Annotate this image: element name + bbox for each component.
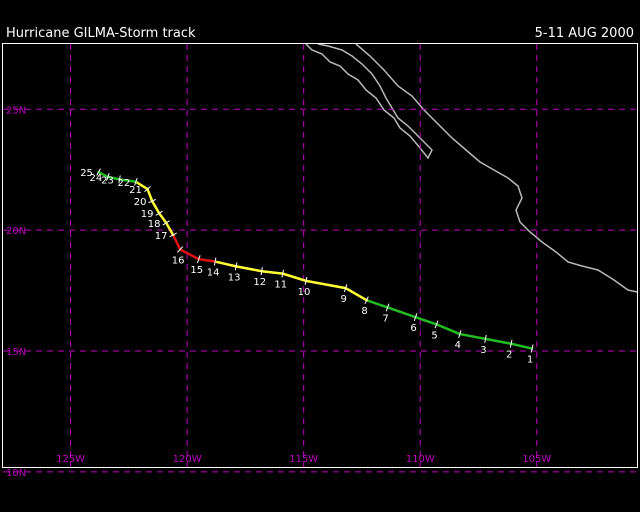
track-point-label-17: 17 (155, 231, 168, 242)
lat-label-25N: 25N (6, 105, 26, 116)
track-point-label-18: 18 (148, 219, 161, 230)
track-point-3 (484, 334, 487, 343)
track-point-label-9: 9 (340, 294, 346, 305)
track-point-15 (197, 255, 201, 264)
track-segment (386, 306, 417, 319)
track-point-14 (213, 257, 217, 266)
lat-lon-grid (3, 44, 637, 473)
track-point-1 (530, 344, 534, 353)
track-point-label-5: 5 (431, 330, 437, 341)
track-point-18 (162, 220, 170, 226)
track-point-4 (458, 330, 462, 339)
track-point-label-21: 21 (129, 185, 142, 196)
lat-label-15N: 15N (6, 347, 26, 358)
track-point-label-7: 7 (382, 313, 388, 324)
track-segment (458, 332, 487, 341)
track-segment (118, 178, 138, 184)
date-range: 5-11 AUG 2000 (534, 26, 634, 41)
lon-label-110W: 110W (406, 454, 435, 465)
track-point-17 (169, 232, 177, 238)
track-segment (134, 180, 149, 191)
track-point-label-12: 12 (253, 277, 266, 288)
track-point-20 (148, 198, 156, 204)
lon-label-120W: 120W (173, 454, 202, 465)
track-segment (281, 272, 308, 283)
track-segment (106, 175, 121, 181)
track-point-label-24: 24 (90, 173, 103, 184)
track-segment (164, 221, 175, 237)
lon-label-105W: 105W (522, 454, 551, 465)
lat-label-10N: 10N (6, 468, 26, 479)
track-point-16 (177, 246, 184, 253)
lon-label-125W: 125W (56, 454, 85, 465)
track-point-label-2: 2 (506, 350, 512, 361)
map-frame (2, 43, 638, 468)
baja-coastline (305, 43, 433, 160)
track-point-label-1: 1 (527, 355, 533, 366)
track-point-19 (155, 210, 163, 216)
track-point-label-19: 19 (141, 209, 154, 220)
track-point-6 (413, 313, 418, 322)
track-point-label-4: 4 (455, 340, 461, 351)
track-point-9 (343, 284, 348, 293)
coastline (305, 43, 638, 293)
track-point-13 (234, 262, 238, 271)
track-segment (197, 257, 217, 263)
track-point-labels: 1234567891011121314151617181920212223242… (80, 168, 533, 365)
track-segment (234, 265, 263, 273)
track-point-10 (304, 276, 308, 285)
track-point-23 (118, 175, 121, 184)
lat-label-20N: 20N (6, 226, 26, 237)
track-point-label-3: 3 (480, 345, 486, 356)
track-point-label-20: 20 (134, 197, 147, 208)
track-point-label-6: 6 (410, 323, 416, 334)
lon-label-115W: 115W (289, 454, 318, 465)
track-point-label-13: 13 (228, 272, 241, 283)
track-segment (344, 286, 368, 302)
track-segment (509, 342, 534, 350)
track-segment (365, 298, 389, 309)
track-point-22 (134, 177, 138, 186)
track-point-8 (364, 296, 369, 305)
track-segment (414, 315, 438, 326)
track-point-label-14: 14 (207, 268, 220, 279)
track-point-label-25: 25 (80, 168, 93, 179)
track-point-24 (106, 172, 110, 181)
track-point-7 (385, 303, 390, 312)
track-point-25 (96, 168, 101, 176)
track-segment (171, 233, 182, 251)
track-segment (213, 260, 238, 268)
track-point-11 (281, 269, 285, 278)
track-point-2 (509, 339, 513, 348)
axis-labels: 25N 20N 15N 10N 125W 120W 115W 110W 105W (6, 105, 551, 479)
track-point-label-8: 8 (361, 306, 367, 317)
map-title: Hurricane GILMA-Storm track (6, 26, 196, 41)
track-point-12 (260, 267, 263, 276)
track-segment (304, 279, 347, 290)
track-segment (157, 211, 168, 225)
track-segment (146, 187, 154, 203)
track-point-21 (144, 186, 151, 192)
track-point-label-16: 16 (172, 255, 185, 266)
track-segment (484, 337, 513, 345)
track-point-label-15: 15 (190, 265, 203, 276)
track-point-label-11: 11 (274, 280, 287, 291)
track-segment (150, 199, 161, 215)
track-point-label-10: 10 (298, 287, 311, 298)
storm-track (96, 168, 534, 353)
track-point-label-22: 22 (117, 178, 130, 189)
track-point-5 (434, 320, 439, 329)
mainland-coastline (355, 43, 638, 293)
track-segment (435, 323, 462, 336)
track-segment (97, 170, 110, 179)
track-point-label-23: 23 (101, 175, 114, 186)
track-segment (260, 269, 284, 275)
track-segment (178, 248, 201, 261)
